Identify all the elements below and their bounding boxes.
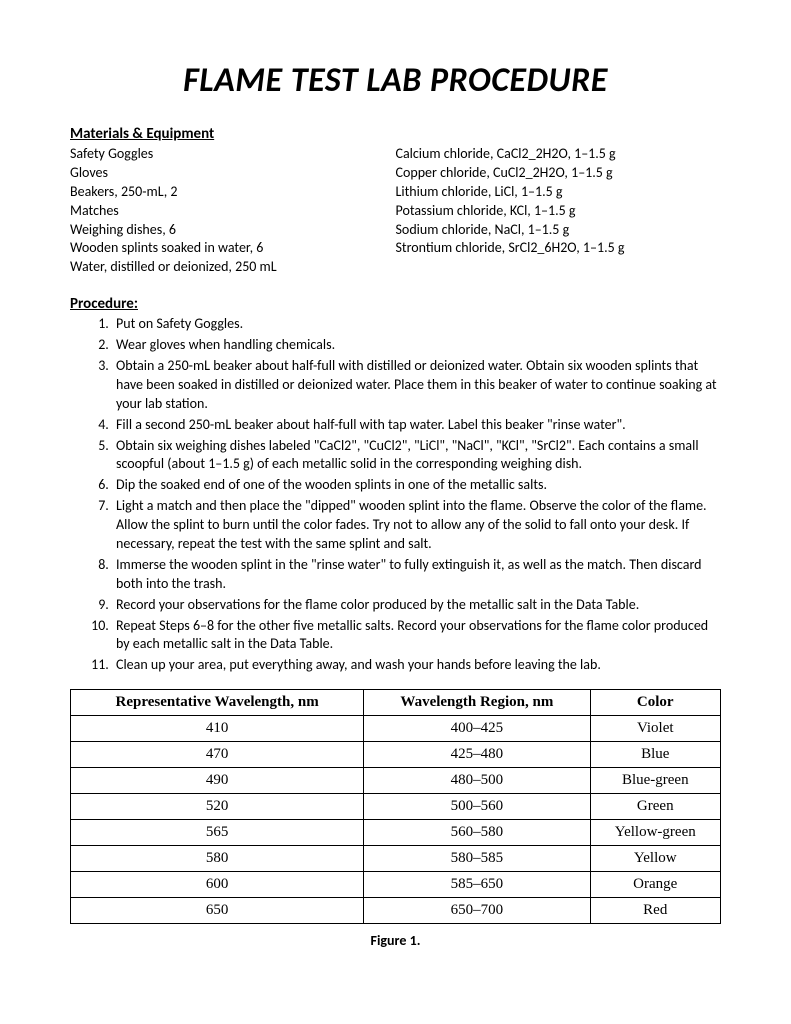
material-item: Gloves — [70, 164, 396, 183]
procedure-step: Obtain six weighing dishes labeled "CaCl… — [112, 437, 721, 475]
table-cell: Violet — [590, 716, 720, 742]
materials-section: Materials & Equipment Safety Goggles Glo… — [70, 125, 721, 277]
materials-columns: Safety Goggles Gloves Beakers, 250-mL, 2… — [70, 145, 721, 277]
table-cell: 560–580 — [364, 820, 590, 846]
table-row: 600 585–650 Orange — [71, 872, 721, 898]
procedure-step: Record your observations for the flame c… — [112, 596, 721, 615]
table-cell: 480–500 — [364, 768, 590, 794]
table-row: 565 560–580 Yellow-green — [71, 820, 721, 846]
table-row: 410 400–425 Violet — [71, 716, 721, 742]
procedure-heading: Procedure: — [70, 295, 721, 313]
material-item: Copper chloride, CuCl2_2H2O, 1–1.5 g — [396, 164, 722, 183]
table-cell: 650 — [71, 898, 364, 924]
procedure-step: Immerse the wooden splint in the "rinse … — [112, 556, 721, 594]
table-cell: Orange — [590, 872, 720, 898]
procedure-step: Fill a second 250-mL beaker about half-f… — [112, 416, 721, 435]
material-item: Sodium chloride, NaCl, 1–1.5 g — [396, 221, 722, 240]
material-item: Potassium chloride, KCl, 1–1.5 g — [396, 202, 722, 221]
table-cell: 470 — [71, 742, 364, 768]
table-cell: 490 — [71, 768, 364, 794]
table-header-row: Representative Wavelength, nm Wavelength… — [71, 690, 721, 716]
material-item: Lithium chloride, LiCl, 1–1.5 g — [396, 183, 722, 202]
table-row: 650 650–700 Red — [71, 898, 721, 924]
table-row: 520 500–560 Green — [71, 794, 721, 820]
table-cell: 650–700 — [364, 898, 590, 924]
procedure-step: Repeat Steps 6–8 for the other five meta… — [112, 617, 721, 655]
procedure-step: Obtain a 250-mL beaker about half-full w… — [112, 357, 721, 414]
figure-caption: Figure 1. — [70, 932, 721, 949]
procedure-step: Put on Safety Goggles. — [112, 315, 721, 334]
table-cell: 425–480 — [364, 742, 590, 768]
procedure-step: Light a match and then place the "dipped… — [112, 497, 721, 554]
table-header: Color — [590, 690, 720, 716]
table-cell: 580–585 — [364, 846, 590, 872]
materials-right-col: Calcium chloride, CaCl2_2H2O, 1–1.5 g Co… — [396, 145, 722, 277]
table-cell: 400–425 — [364, 716, 590, 742]
table-cell: Yellow — [590, 846, 720, 872]
material-item: Wooden splints soaked in water, 6 — [70, 239, 396, 258]
table-row: 490 480–500 Blue-green — [71, 768, 721, 794]
table-cell: Green — [590, 794, 720, 820]
material-item: Safety Goggles — [70, 145, 396, 164]
table-cell: 410 — [71, 716, 364, 742]
material-item: Calcium chloride, CaCl2_2H2O, 1–1.5 g — [396, 145, 722, 164]
table-row: 470 425–480 Blue — [71, 742, 721, 768]
table-cell: 580 — [71, 846, 364, 872]
materials-left-col: Safety Goggles Gloves Beakers, 250-mL, 2… — [70, 145, 396, 277]
table-cell: Blue-green — [590, 768, 720, 794]
table-header: Representative Wavelength, nm — [71, 690, 364, 716]
table-cell: 600 — [71, 872, 364, 898]
table-header: Wavelength Region, nm — [364, 690, 590, 716]
material-item: Water, distilled or deionized, 250 mL — [70, 258, 396, 277]
table-cell: 520 — [71, 794, 364, 820]
page-title: FLAME TEST LAB PROCEDURE — [70, 60, 721, 101]
procedure-section: Procedure: Put on Safety Goggles. Wear g… — [70, 295, 721, 675]
table-cell: 565 — [71, 820, 364, 846]
procedure-list: Put on Safety Goggles. Wear gloves when … — [70, 315, 721, 675]
material-item: Weighing dishes, 6 — [70, 221, 396, 240]
material-item: Beakers, 250-mL, 2 — [70, 183, 396, 202]
wavelength-table: Representative Wavelength, nm Wavelength… — [70, 689, 721, 924]
table-cell: 585–650 — [364, 872, 590, 898]
materials-heading: Materials & Equipment — [70, 125, 721, 143]
material-item: Matches — [70, 202, 396, 221]
table-cell: Blue — [590, 742, 720, 768]
procedure-step: Dip the soaked end of one of the wooden … — [112, 476, 721, 495]
procedure-step: Clean up your area, put everything away,… — [112, 656, 721, 675]
table-row: 580 580–585 Yellow — [71, 846, 721, 872]
procedure-step: Wear gloves when handling chemicals. — [112, 336, 721, 355]
table-cell: Red — [590, 898, 720, 924]
table-cell: 500–560 — [364, 794, 590, 820]
material-item: Strontium chloride, SrCl2_6H2O, 1–1.5 g — [396, 239, 722, 258]
table-cell: Yellow-green — [590, 820, 720, 846]
